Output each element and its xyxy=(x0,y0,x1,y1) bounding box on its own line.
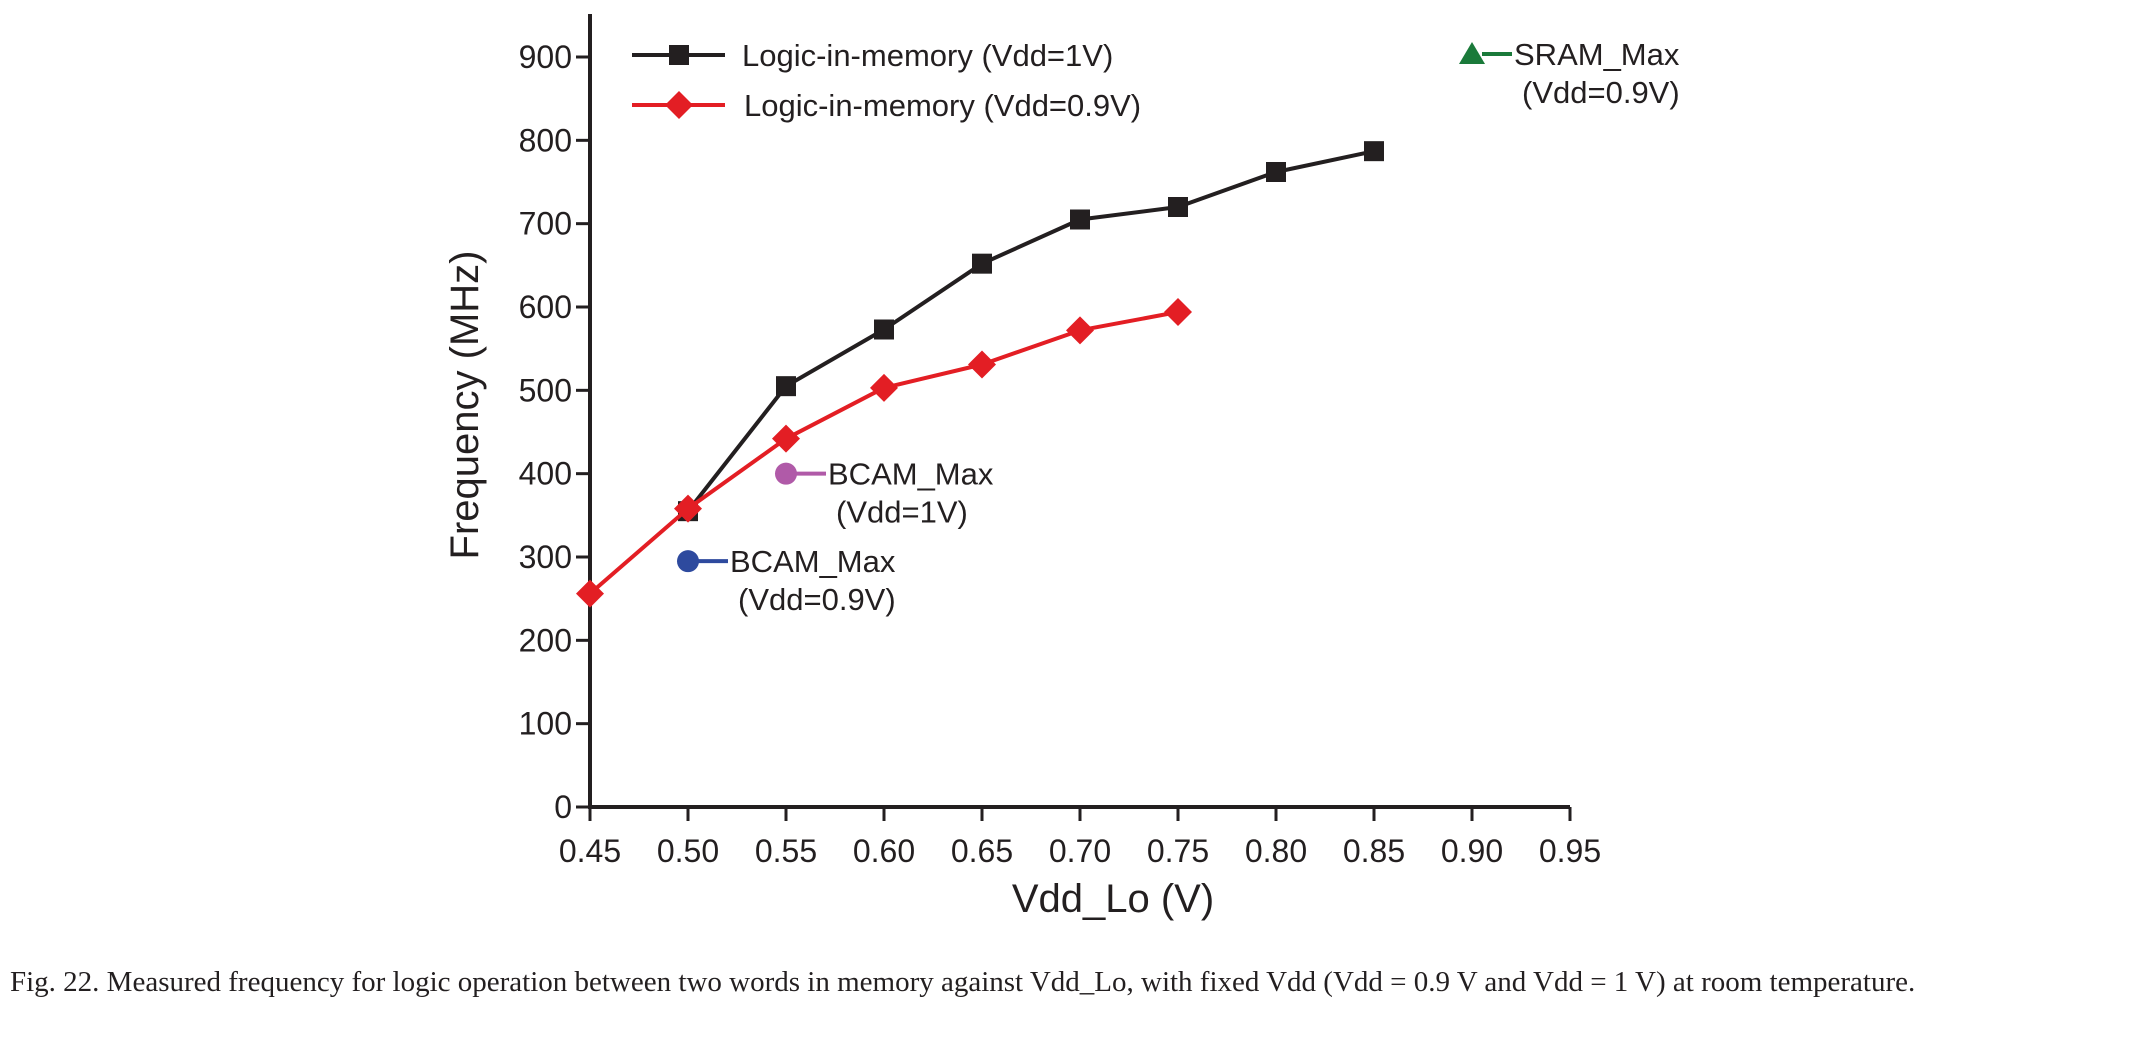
legend-item: Logic-in-memory (Vdd=0.9V) xyxy=(632,88,1141,123)
legend-label: Logic-in-memory (Vdd=0.9V) xyxy=(744,88,1141,123)
annotation-marker xyxy=(677,550,699,573)
legend-swatch-marker xyxy=(665,91,693,119)
series-line xyxy=(686,149,1375,513)
y-tick-label: 100 xyxy=(519,706,572,742)
data-point xyxy=(576,579,604,608)
legend-swatch-marker xyxy=(669,45,689,65)
chart: 0.45 0.50 0.55 0.60 0.65 0.70 0.75 0.80 0.85 0.90… xyxy=(443,14,1680,921)
x-tick-label: 0.90 xyxy=(1441,833,1503,869)
data-point xyxy=(1266,162,1286,182)
x-tick-label: 0.55 xyxy=(755,833,817,869)
data-point xyxy=(776,376,796,397)
x-tick-label: 0.95 xyxy=(1539,833,1601,869)
annotation-marker xyxy=(1459,42,1485,64)
data-point xyxy=(972,253,992,274)
x-axis-ticks: 0.45 0.50 0.55 0.60 0.65 0.70 0.75 0.80 0.85 0.90… xyxy=(559,807,1601,869)
figure-caption: Fig. 22. Measured frequency for logic op… xyxy=(10,966,1916,998)
annotation-1: BCAM_Max(Vdd=1V) xyxy=(775,457,994,530)
data-point xyxy=(1066,316,1094,345)
x-tick-label: 0.70 xyxy=(1049,833,1111,869)
annotation-marker xyxy=(775,462,797,485)
y-tick-label: 700 xyxy=(519,206,572,242)
y-tick-label: 400 xyxy=(519,456,572,492)
y-axis-ticks: 0 100 200 300 400 500 600 700 800 900 xyxy=(519,39,590,825)
annotation-sublabel: (Vdd=0.9V) xyxy=(738,582,896,617)
data-point xyxy=(1168,197,1188,217)
y-axis-title: Frequency (MHz) xyxy=(443,251,487,560)
y-tick-label: 600 xyxy=(519,289,572,325)
data-point xyxy=(1364,141,1384,162)
x-tick-label: 0.50 xyxy=(657,833,719,869)
y-tick-label: 300 xyxy=(519,539,572,575)
annotation-label: BCAM_Max xyxy=(828,457,994,492)
data-point xyxy=(674,494,702,523)
annotation-sublabel: (Vdd=1V) xyxy=(836,495,968,530)
x-tick-label: 0.80 xyxy=(1245,833,1307,869)
annotation-label: SRAM_Max xyxy=(1514,37,1680,72)
series-1 xyxy=(576,298,1192,608)
legend: Logic-in-memory (Vdd=1V) Logic-in-memory … xyxy=(632,38,1141,123)
annotation-sublabel: (Vdd=0.9V) xyxy=(1522,75,1680,110)
x-tick-label: 0.75 xyxy=(1147,833,1209,869)
data-point xyxy=(870,373,898,402)
annotation-label: BCAM_Max xyxy=(730,544,896,579)
data-point xyxy=(968,350,996,379)
plot-area xyxy=(588,14,1570,809)
x-axis-title: Vdd_Lo (V) xyxy=(1012,877,1214,921)
x-tick-label: 0.85 xyxy=(1343,833,1405,869)
data-point xyxy=(874,319,894,340)
data-point xyxy=(1164,298,1192,326)
y-tick-label: 0 xyxy=(554,789,572,825)
x-tick-label: 0.45 xyxy=(559,833,621,869)
annotations: SRAM_Max(Vdd=0.9V)BCAM_Max(Vdd=1V)BCAM_M… xyxy=(677,37,1680,617)
data-point xyxy=(772,424,800,453)
legend-label: Logic-in-memory (Vdd=1V) xyxy=(742,38,1113,73)
data-point xyxy=(1070,209,1090,230)
series-layer xyxy=(576,141,1384,608)
y-tick-label: 800 xyxy=(519,122,572,158)
legend-item: Logic-in-memory (Vdd=1V) xyxy=(632,38,1113,73)
x-tick-label: 0.65 xyxy=(951,833,1013,869)
annotation-0: SRAM_Max(Vdd=0.9V) xyxy=(1459,37,1680,110)
annotation-2: BCAM_Max(Vdd=0.9V) xyxy=(677,544,896,617)
y-tick-label: 200 xyxy=(519,622,572,658)
x-tick-label: 0.60 xyxy=(853,833,915,869)
y-tick-label: 500 xyxy=(519,372,572,408)
y-tick-label: 900 xyxy=(519,39,572,75)
